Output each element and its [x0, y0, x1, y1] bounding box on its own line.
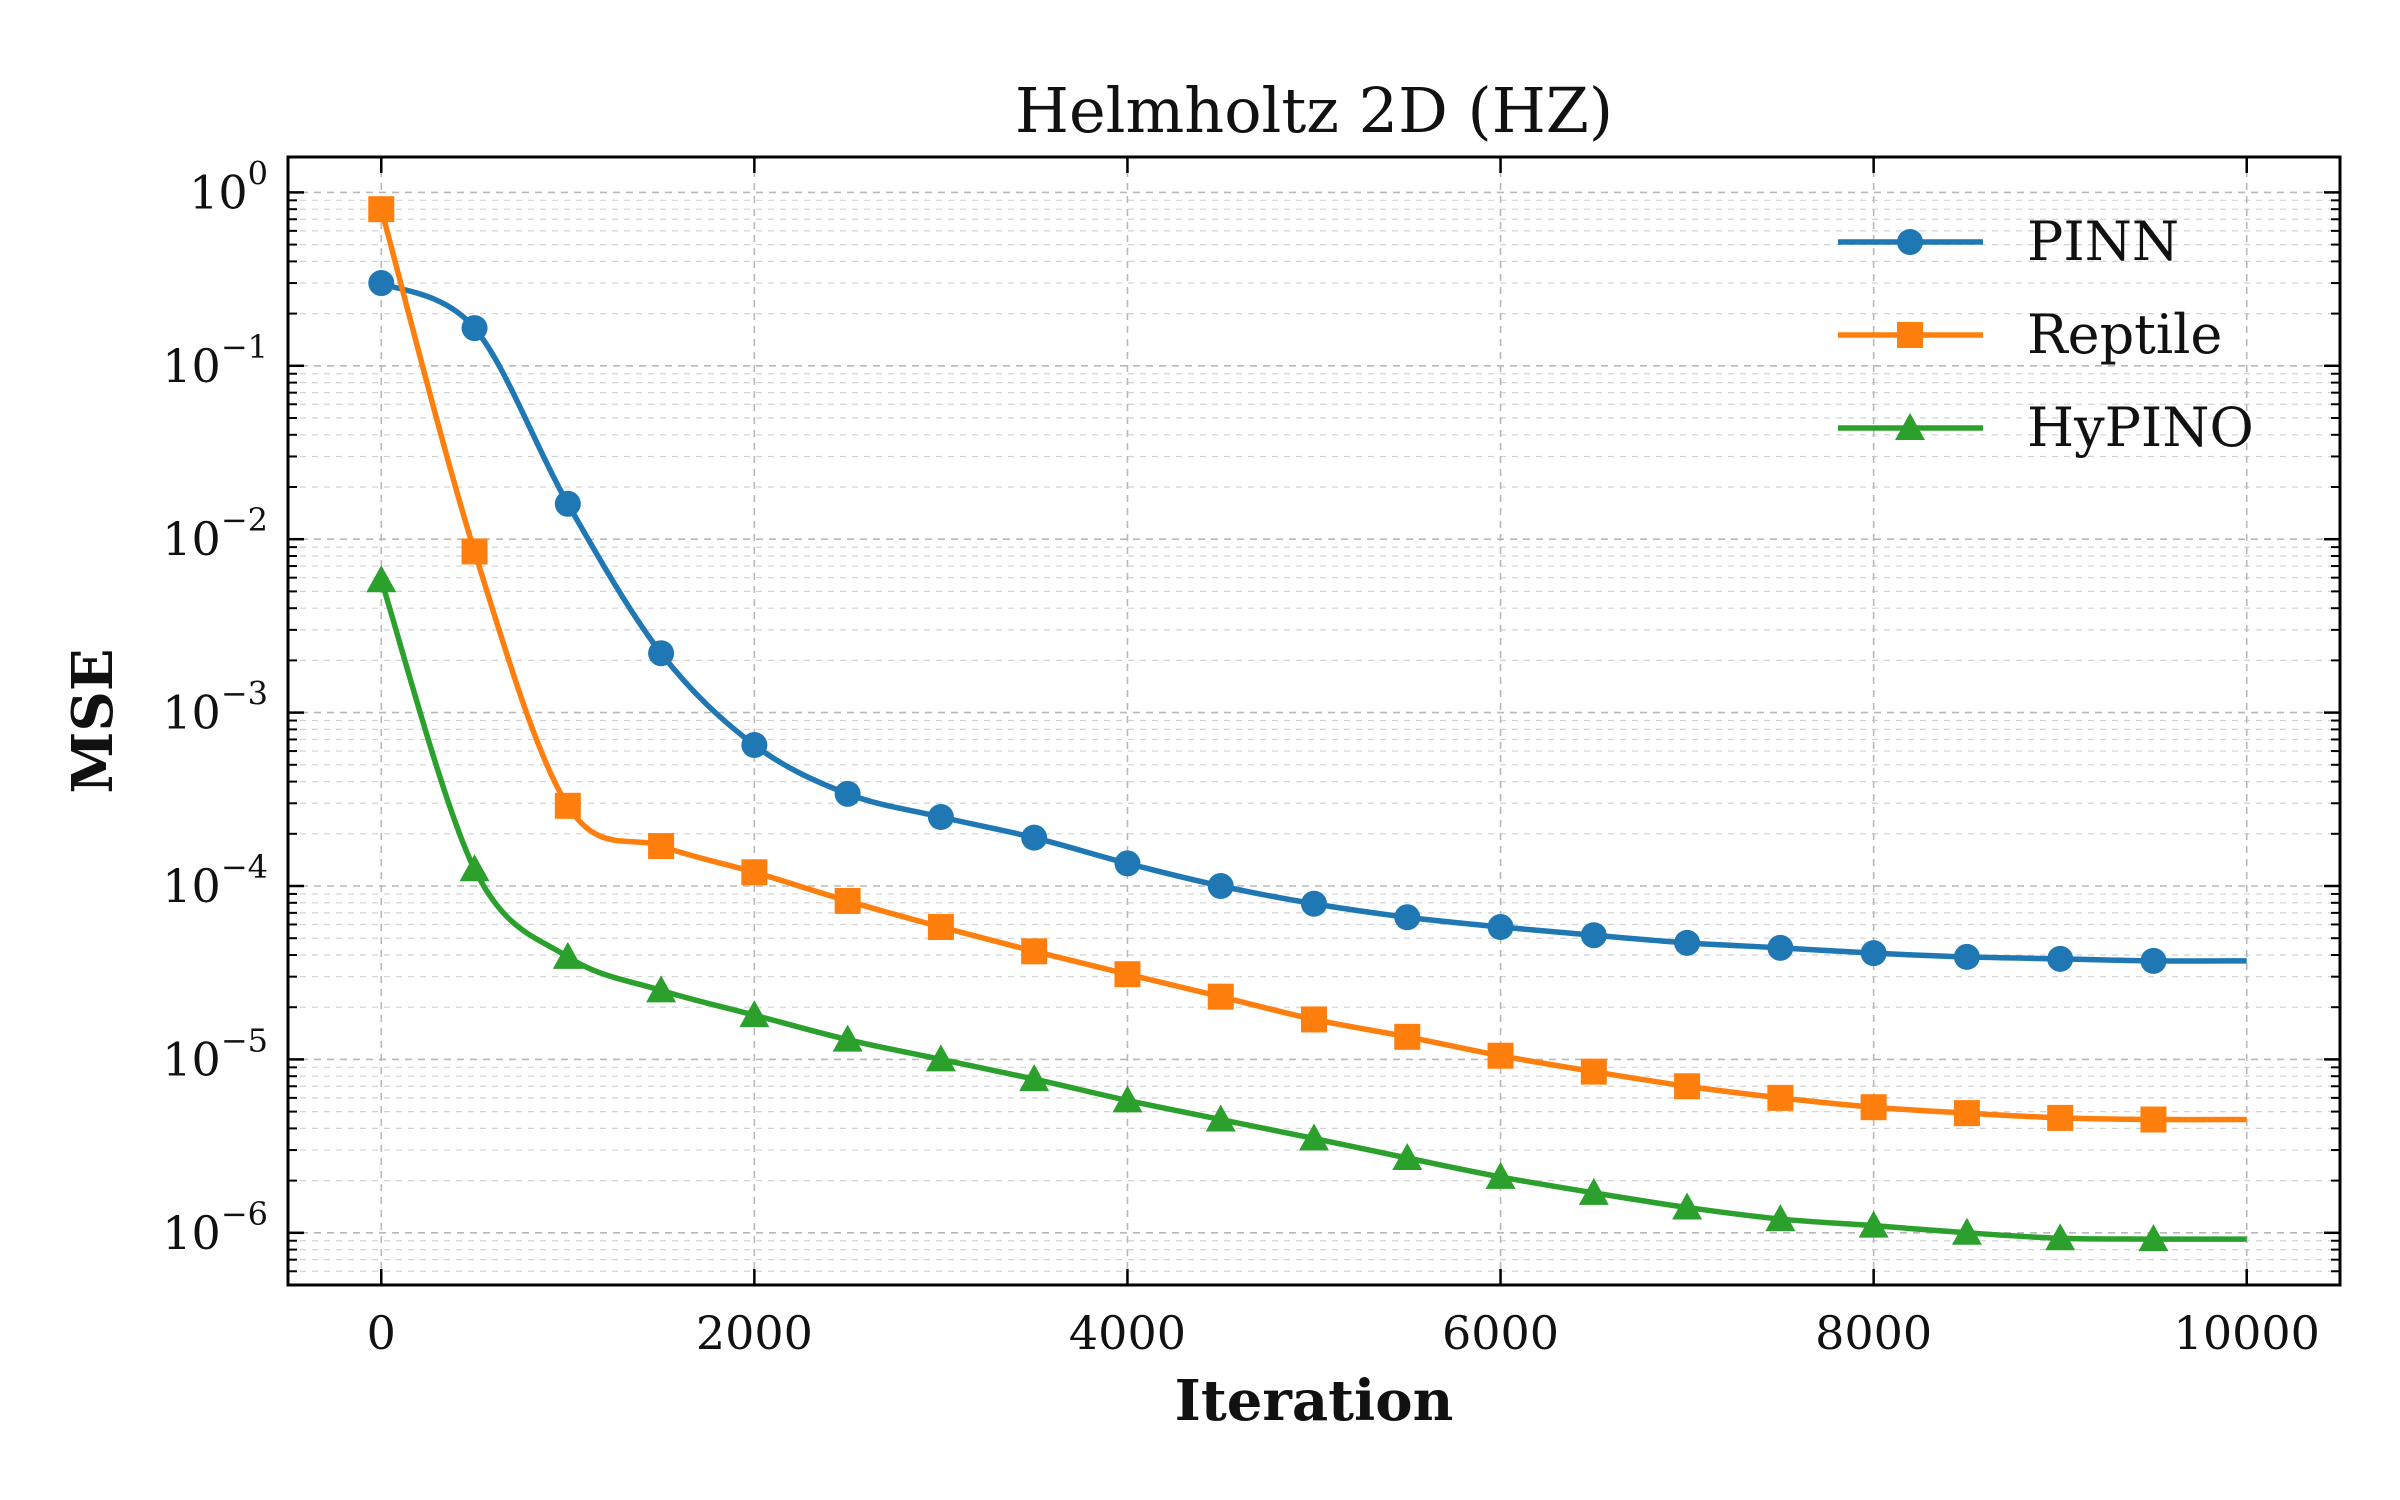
- data-point: [1301, 890, 1327, 917]
- data-point: [1021, 938, 1048, 965]
- data-point: [1953, 943, 1980, 970]
- data-point: [1394, 1023, 1421, 1050]
- x-tick-label: 0: [367, 1306, 396, 1360]
- series-pinn: [368, 270, 2247, 974]
- data-point: [1112, 1085, 1143, 1113]
- legend-item-pinn: PINN: [1838, 210, 2179, 273]
- data-point: [648, 833, 675, 860]
- legend-marker: [1897, 322, 1923, 348]
- x-tick-label: 2000: [696, 1306, 813, 1360]
- data-point: [1392, 1143, 1423, 1171]
- series-line-pinn: [380, 280, 2247, 964]
- data-point: [1205, 1104, 1236, 1132]
- data-point: [2047, 945, 2074, 972]
- data-point: [461, 315, 488, 342]
- series-reptile: [368, 196, 2247, 1133]
- data-point: [368, 270, 395, 297]
- data-point: [1951, 1217, 1982, 1245]
- data-point: [1114, 961, 1141, 988]
- data-point: [927, 803, 954, 830]
- data-point: [552, 941, 583, 969]
- data-point: [832, 1024, 863, 1052]
- legend-label: HyPINO: [2027, 396, 2254, 459]
- data-point: [741, 859, 768, 886]
- data-point: [1860, 940, 1887, 967]
- legend-marker: [1897, 229, 1923, 255]
- data-point: [1207, 983, 1234, 1010]
- y-tick-label: 10−2: [162, 501, 268, 566]
- data-point: [1021, 824, 1048, 851]
- data-point: [1485, 1161, 1516, 1189]
- x-tick-label: 6000: [1442, 1306, 1559, 1360]
- data-point: [2140, 947, 2167, 974]
- ticks-layer: 10−6 10−5 10−4 10−3 10−2 10−1 100 0 2000 4000 6000…: [162, 154, 2340, 1360]
- data-point: [554, 792, 581, 819]
- data-point: [927, 914, 954, 941]
- data-point: [1578, 1177, 1609, 1205]
- legend-item-hypino: HyPINO: [1838, 396, 2254, 459]
- data-point: [1580, 922, 1607, 949]
- data-point: [554, 490, 581, 517]
- data-point: [739, 1000, 770, 1028]
- data-point: [1860, 1094, 1887, 1121]
- data-point: [646, 975, 677, 1003]
- y-tick-label: 10−5: [162, 1021, 268, 1086]
- data-point: [1953, 1100, 1980, 1127]
- grid-layer: [288, 157, 2340, 1286]
- data-point: [459, 854, 490, 882]
- data-point: [368, 196, 395, 223]
- series-line-reptile: [378, 208, 2247, 1123]
- data-point: [2140, 1106, 2167, 1133]
- data-point: [1672, 1192, 1703, 1220]
- data-point: [1767, 934, 1794, 961]
- y-tick-label: 10−4: [162, 848, 268, 913]
- x-tick-label: 10000: [2174, 1306, 2320, 1360]
- x-tick-label: 8000: [1815, 1306, 1932, 1360]
- legend-marker: [1895, 413, 1925, 440]
- data-point: [2047, 1104, 2074, 1131]
- legend-item-reptile: Reptile: [1838, 303, 2222, 366]
- data-point: [1487, 914, 1514, 941]
- data-point: [1858, 1210, 1889, 1238]
- data-point: [1487, 1042, 1514, 1069]
- legend-label: Reptile: [2027, 303, 2222, 366]
- y-tick-label: 100: [189, 154, 268, 219]
- data-point: [1674, 929, 1701, 956]
- data-point: [1114, 850, 1141, 877]
- data-point: [1019, 1064, 1050, 1092]
- legend-label: PINN: [2027, 210, 2179, 273]
- series-hypino: [366, 565, 2247, 1252]
- data-point: [1299, 1123, 1329, 1151]
- y-tick-label: 10−6: [162, 1195, 268, 1260]
- data-point: [741, 732, 768, 759]
- data-point: [1765, 1204, 1796, 1232]
- data-point: [461, 538, 488, 565]
- data-point: [366, 565, 397, 593]
- data-point: [1767, 1084, 1794, 1111]
- y-axis-label: MSE: [60, 648, 126, 793]
- legend: PINN Reptile HyPINO: [1838, 210, 2254, 459]
- data-point: [1207, 872, 1234, 899]
- y-tick-label: 10−3: [162, 675, 268, 740]
- data-point: [834, 887, 861, 914]
- data-point: [834, 780, 861, 807]
- data-point: [1301, 1006, 1327, 1033]
- data-point: [1674, 1073, 1701, 1100]
- data-point: [2138, 1224, 2169, 1252]
- data-point: [648, 640, 675, 667]
- x-axis-label: Iteration: [1175, 1368, 1454, 1434]
- series-layer: [366, 196, 2247, 1252]
- data-point: [1394, 904, 1421, 931]
- chart-title: Helmholtz 2D (HZ): [1015, 74, 1613, 147]
- y-tick-label: 10−1: [162, 328, 268, 393]
- data-point: [925, 1044, 956, 1072]
- data-point: [2045, 1223, 2076, 1251]
- data-point: [1580, 1058, 1607, 1085]
- x-tick-label: 4000: [1069, 1306, 1186, 1360]
- series-line-hypino: [378, 579, 2247, 1242]
